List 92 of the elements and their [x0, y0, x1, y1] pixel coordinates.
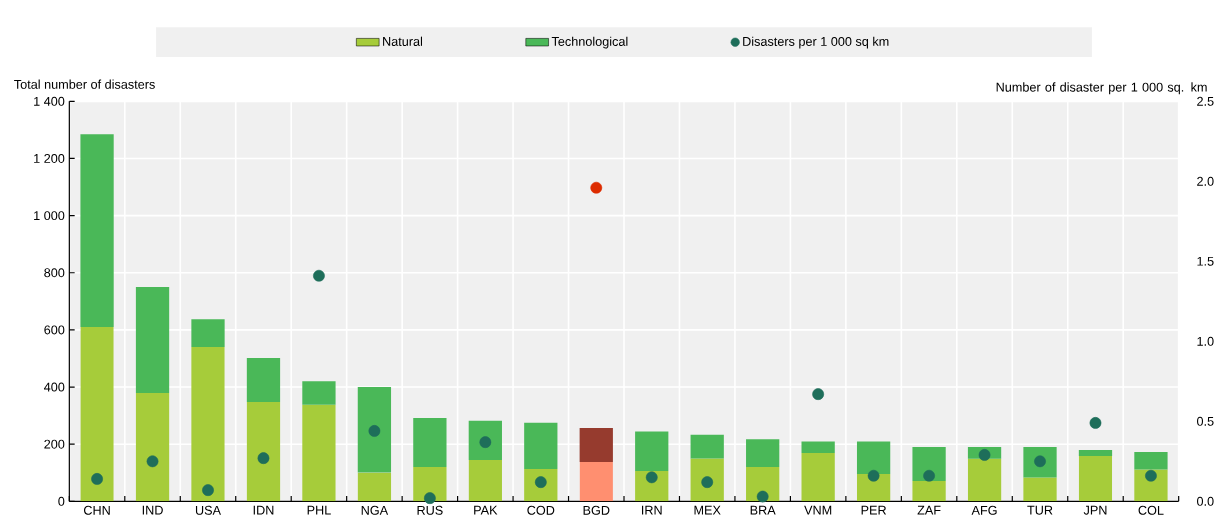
x-tick-label: PHL — [307, 505, 331, 515]
x-tick-label: IND — [142, 505, 163, 515]
bar — [468, 459, 502, 502]
y2-tick-label: 0.5 — [1197, 416, 1214, 426]
y2-tick-label: 2.0 — [1197, 176, 1214, 186]
bar — [912, 447, 946, 482]
bar — [191, 347, 225, 502]
bar — [302, 381, 336, 405]
x-tick-label: BGD — [583, 505, 610, 515]
bar — [246, 357, 281, 402]
x-tick-label: PAK — [474, 505, 498, 515]
point — [1089, 417, 1102, 429]
point — [368, 425, 381, 437]
point — [867, 469, 880, 482]
bar — [801, 453, 835, 502]
point — [91, 473, 103, 485]
y-tick-label: 600 — [44, 325, 65, 335]
y2-axis-title: Number of disaster per 1 000 sq. km — [996, 82, 1207, 95]
point — [479, 436, 492, 448]
y-tick-label: 800 — [44, 268, 65, 278]
point — [257, 452, 270, 464]
y-tick-label: 400 — [44, 382, 65, 392]
x-tick-label: BRA — [750, 505, 776, 515]
legend-label: Technological — [551, 36, 628, 49]
bar — [246, 401, 281, 502]
bar — [413, 467, 447, 502]
point — [1145, 469, 1157, 482]
bar — [579, 461, 613, 502]
bar — [468, 420, 502, 460]
bar — [135, 287, 170, 394]
bar — [1134, 451, 1168, 470]
point — [534, 476, 547, 488]
x-tick-label: NGA — [361, 505, 389, 515]
bar — [912, 481, 946, 502]
bar — [135, 393, 170, 502]
x-tick-label: AFG — [971, 505, 997, 515]
x-tick-label: RUS — [417, 505, 443, 515]
bar — [191, 319, 225, 348]
bar — [1078, 449, 1113, 456]
point — [923, 469, 935, 482]
legend-label: Natural — [383, 36, 423, 46]
bar — [80, 134, 114, 328]
bar — [856, 441, 891, 474]
bar — [579, 427, 613, 462]
bar — [357, 472, 392, 502]
x-tick-label: VNM — [804, 505, 832, 515]
y-tick-label: 1 400 — [34, 96, 65, 106]
bar — [1078, 455, 1113, 502]
x-tick-label: CHN — [83, 505, 110, 515]
x-tick-label: TUR — [1027, 505, 1053, 515]
y2-tick-label: 0.0 — [1197, 496, 1214, 506]
x-tick-label: COD — [527, 505, 555, 515]
bar — [746, 439, 780, 468]
bar — [690, 434, 724, 459]
bar — [690, 458, 724, 502]
point — [424, 492, 436, 504]
x-tick-label: USA — [195, 505, 221, 515]
bar — [357, 387, 392, 473]
y2-tick-label: 1.0 — [1197, 336, 1214, 346]
x-tick-label: MEX — [694, 505, 721, 515]
y-tick-label: 200 — [44, 439, 65, 449]
point — [146, 455, 159, 468]
legend-label: Disasters per 1 000 sq km — [743, 36, 889, 49]
x-tick-label: IRN — [642, 505, 662, 515]
bar — [80, 327, 114, 502]
point — [978, 449, 991, 461]
point — [590, 181, 603, 194]
bar — [524, 422, 558, 470]
y2-tick-label: 2.5 — [1197, 96, 1214, 106]
point — [701, 476, 714, 488]
y-axis-title: Total number of disasters — [14, 79, 155, 89]
bar — [413, 417, 447, 468]
point — [812, 388, 825, 400]
x-tick-label: IDN — [253, 505, 274, 515]
x-tick-label: PER — [861, 505, 887, 515]
point — [756, 490, 769, 503]
x-tick-label: ZAF — [917, 505, 941, 515]
x-tick-label: COL — [1138, 505, 1164, 515]
y-tick-label: 0 — [58, 496, 65, 506]
bar — [801, 441, 835, 454]
bar — [635, 431, 669, 472]
y-tick-label: 1 000 — [34, 211, 65, 221]
point — [202, 484, 214, 496]
y-tick-label: 1 200 — [34, 153, 65, 163]
bar — [967, 458, 1002, 502]
point — [1034, 455, 1046, 468]
y2-tick-label: 1.5 — [1197, 256, 1214, 266]
point — [645, 471, 658, 484]
point — [313, 269, 325, 282]
bar — [302, 404, 336, 502]
x-tick-label: JPN — [1083, 505, 1107, 515]
bar — [1023, 477, 1057, 502]
